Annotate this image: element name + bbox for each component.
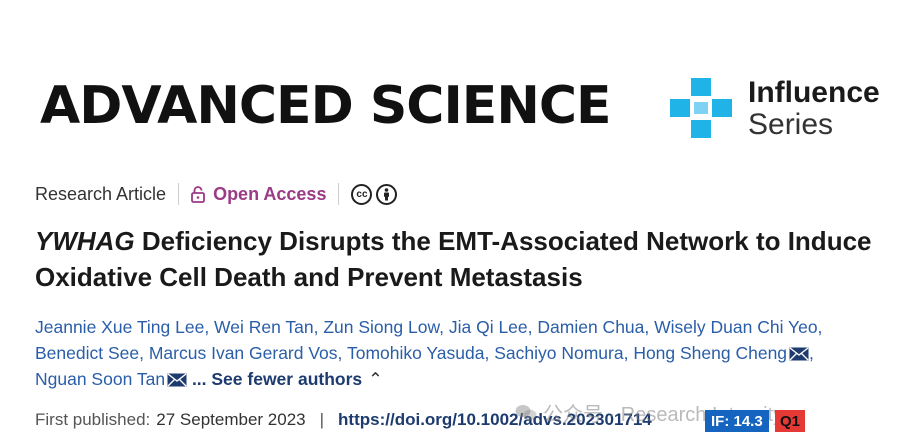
- author-list: Jeannie Xue Ting Lee, Wei Ren Tan, Zun S…: [35, 317, 823, 389]
- chevron-up-icon: ⌃: [368, 369, 383, 389]
- open-access-label: Open Access: [213, 183, 327, 204]
- cc-license[interactable]: cc: [351, 183, 398, 205]
- author-link[interactable]: Benedict See: [35, 343, 140, 363]
- author-link[interactable]: Marcus Ivan Gerard Vos: [148, 343, 338, 363]
- attribution-icon: [376, 183, 398, 205]
- divider: [338, 183, 340, 205]
- impact-factor-badge: IF: 14.3: [705, 410, 769, 432]
- first-published-label: First published:: [35, 410, 151, 429]
- author-link[interactable]: Hong Sheng Cheng: [633, 343, 788, 363]
- series-subtitle: Series: [748, 108, 834, 141]
- publication-info: First published: 27 September 2023 | htt…: [35, 407, 652, 433]
- author-link[interactable]: Tomohiko Yasuda: [346, 343, 485, 363]
- author-link[interactable]: Wisely Duan Chi Yeo: [654, 317, 818, 337]
- author-link[interactable]: Damien Chua: [537, 317, 645, 337]
- author-link[interactable]: Nguan Soon Tan: [35, 369, 166, 389]
- author-link[interactable]: Zun Siong Low: [323, 317, 440, 337]
- cross-logo-icon: [670, 78, 732, 138]
- author-link[interactable]: Wei Ren Tan: [214, 317, 314, 337]
- mail-icon[interactable]: [789, 347, 809, 361]
- author-link[interactable]: Jia Qi Lee: [448, 317, 528, 337]
- doi-link[interactable]: https://doi.org/10.1002/advs.202301714: [338, 410, 652, 429]
- see-fewer-label: ... See fewer authors: [191, 369, 363, 389]
- title-rest: Deficiency Disrupts the EMT-Associated N…: [35, 226, 872, 292]
- wechat-icon: [515, 404, 537, 420]
- unlock-icon: [191, 185, 205, 203]
- cc-icon: cc: [351, 183, 373, 205]
- mail-icon[interactable]: [167, 373, 187, 387]
- gene-name: YWHAG: [35, 226, 135, 256]
- author-link[interactable]: Sachiyo Nomura: [494, 343, 624, 363]
- journal-logo: ADVANCED SCIENCE: [40, 76, 612, 136]
- separator: |: [319, 410, 325, 429]
- article-title: YWHAG Deficiency Disrupts the EMT-Associ…: [35, 223, 875, 295]
- quartile-badge: Q1: [775, 410, 806, 432]
- article-type: Research Article: [35, 183, 167, 204]
- influence-series-logo: Influence Series: [668, 78, 893, 144]
- article-meta: Research Article Open Access cc: [35, 181, 398, 207]
- publication-date: 27 September 2023: [156, 410, 306, 429]
- author-link[interactable]: Jeannie Xue Ting Lee: [35, 317, 205, 337]
- divider: [178, 183, 180, 205]
- open-access-badge[interactable]: Open Access: [191, 184, 326, 205]
- series-title: Influence: [748, 76, 880, 109]
- see-fewer-authors-link[interactable]: ... See fewer authors ⌃: [192, 369, 383, 389]
